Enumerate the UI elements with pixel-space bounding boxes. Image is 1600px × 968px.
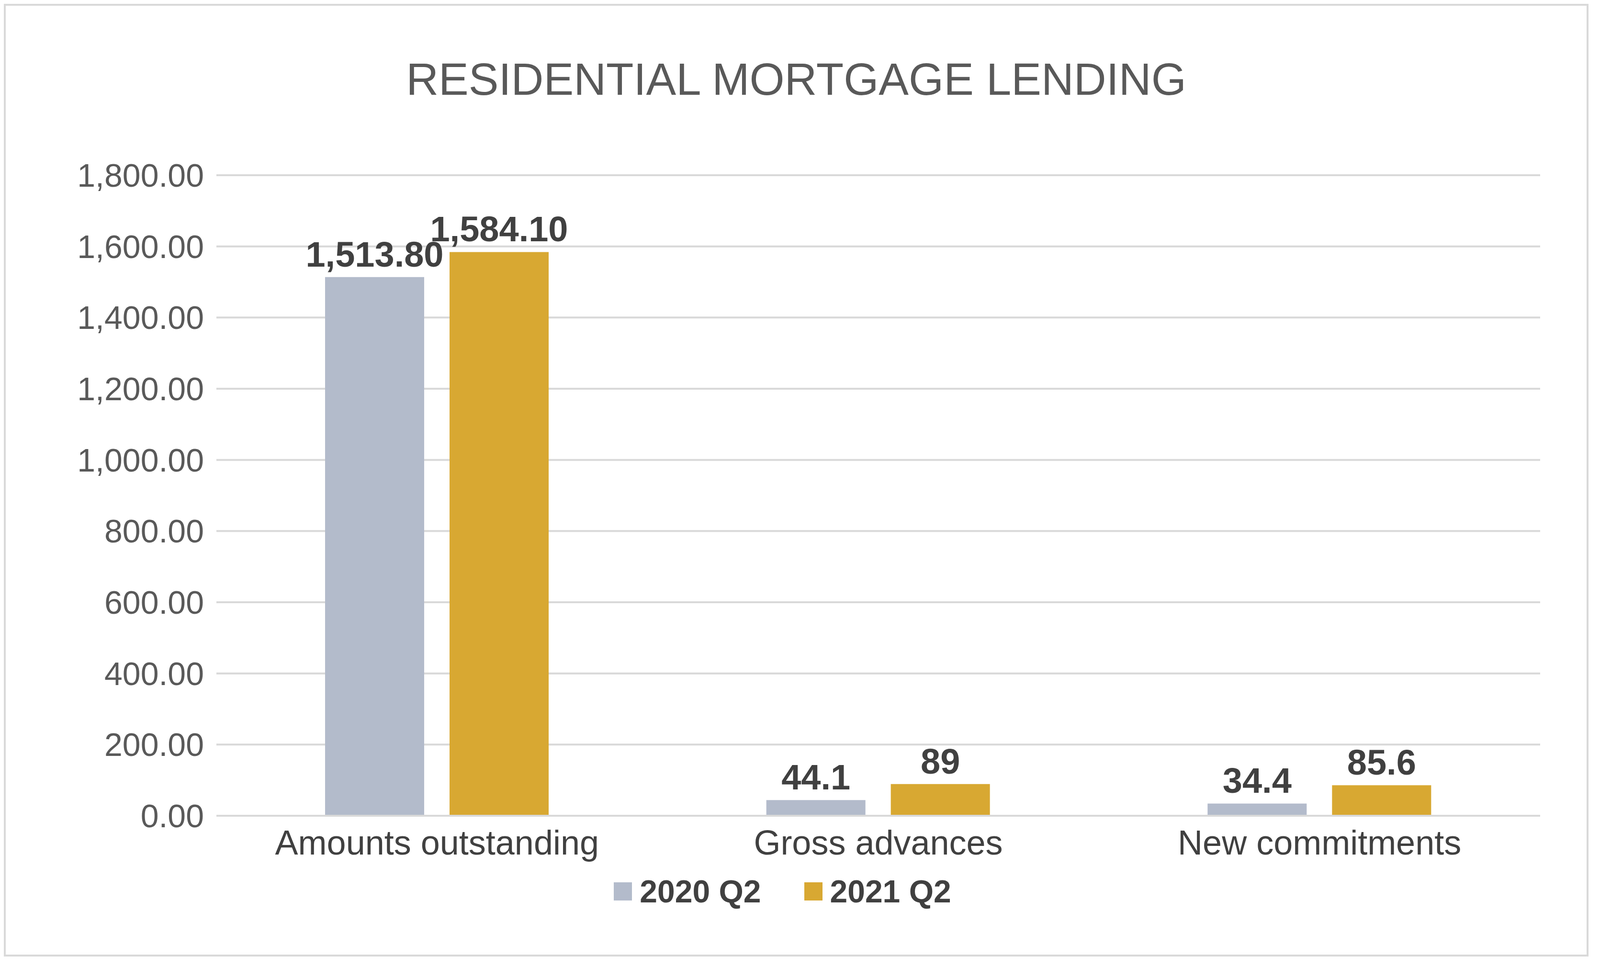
svg-text:New commitments: New commitments (1177, 823, 1462, 862)
svg-text:600.00: 600.00 (104, 584, 204, 621)
svg-text:85.6: 85.6 (1347, 742, 1417, 783)
svg-text:44.1: 44.1 (781, 757, 851, 798)
svg-text:Gross advances: Gross advances (753, 823, 1003, 862)
svg-text:1,200.00: 1,200.00 (77, 370, 204, 407)
html-text:2020 Q2: 2020 Q2 (639, 873, 761, 910)
svg-text:89: 89 (920, 741, 960, 782)
html-text:2021 Q2: 2021 Q2 (829, 873, 952, 910)
svg-text:800.00: 800.00 (104, 512, 204, 550)
html-text:RESIDENTIAL MORTGAGE LENDING: RESIDENTIAL MORTGAGE LENDING (406, 54, 1187, 105)
svg-text:1,584.10: 1,584.10 (429, 209, 568, 249)
svg-text:Amounts outstanding: Amounts outstanding (275, 823, 599, 862)
svg-text:400.00: 400.00 (104, 655, 204, 692)
svg-text:1,000.00: 1,000.00 (77, 441, 204, 479)
svg-text:34.4: 34.4 (1222, 760, 1292, 801)
svg-text:200.00: 200.00 (104, 726, 204, 763)
svg-text:1,513.80: 1,513.80 (305, 234, 444, 275)
svg-text:0.00: 0.00 (140, 797, 204, 834)
svg-text:1,400.00: 1,400.00 (77, 299, 204, 336)
svg-text:1,600.00: 1,600.00 (77, 228, 204, 265)
svg-text:1,800.00: 1,800.00 (77, 157, 204, 194)
